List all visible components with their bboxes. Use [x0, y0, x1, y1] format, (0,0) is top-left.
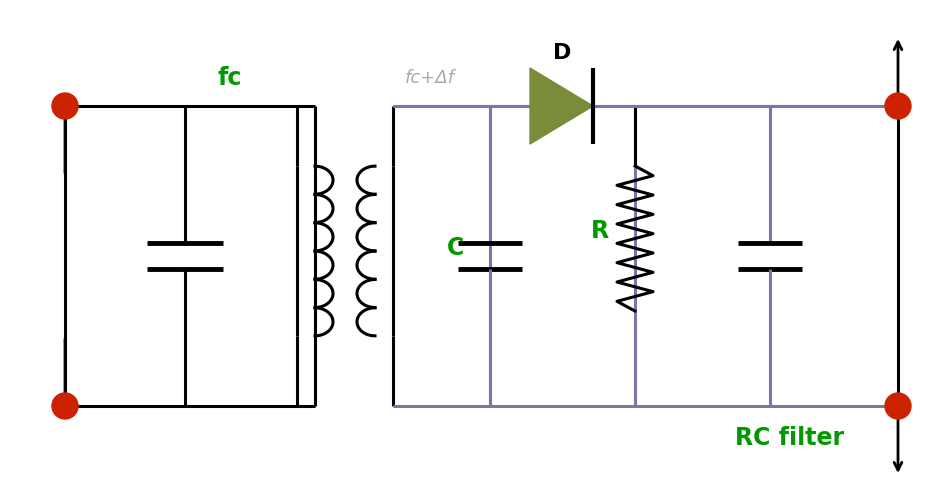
Text: C: C	[446, 236, 464, 260]
Circle shape	[885, 393, 911, 419]
Polygon shape	[530, 68, 593, 144]
Circle shape	[885, 93, 911, 119]
Text: fc+Δf: fc+Δf	[405, 69, 455, 87]
Text: D: D	[553, 43, 571, 63]
Text: fc: fc	[218, 66, 242, 90]
Circle shape	[52, 393, 78, 419]
Text: RC filter: RC filter	[736, 426, 844, 450]
Circle shape	[52, 93, 78, 119]
Text: R: R	[591, 219, 609, 243]
